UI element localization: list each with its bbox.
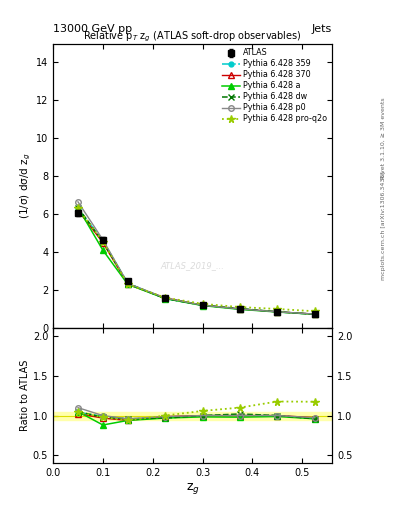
Pythia 6.428 a — [237, 306, 242, 312]
Pythia 6.428 dw — [312, 311, 317, 317]
Pythia 6.428 370 — [125, 281, 130, 287]
Pythia 6.428 p0 — [237, 306, 242, 312]
Pythia 6.428 359 — [275, 309, 280, 315]
Line: Pythia 6.428 359: Pythia 6.428 359 — [75, 206, 317, 317]
Text: Jets: Jets — [312, 24, 332, 34]
Pythia 6.428 pro-q2o — [163, 294, 167, 301]
Pythia 6.428 370 — [237, 306, 242, 312]
Pythia 6.428 370 — [200, 302, 205, 308]
Text: ATLAS_2019_...: ATLAS_2019_... — [161, 261, 224, 270]
Pythia 6.428 p0 — [125, 280, 130, 286]
Pythia 6.428 a — [163, 295, 167, 302]
Pythia 6.428 p0 — [275, 309, 280, 315]
Pythia 6.428 pro-q2o — [275, 306, 280, 312]
Line: Pythia 6.428 370: Pythia 6.428 370 — [75, 207, 318, 317]
Pythia 6.428 dw — [101, 239, 105, 245]
Pythia 6.428 370 — [75, 207, 80, 214]
Text: mcplots.cern.ch [arXiv:1306.3436]: mcplots.cern.ch [arXiv:1306.3436] — [381, 171, 386, 280]
Y-axis label: Ratio to ATLAS: Ratio to ATLAS — [20, 360, 30, 431]
Line: Pythia 6.428 dw: Pythia 6.428 dw — [75, 205, 318, 317]
Pythia 6.428 dw — [237, 306, 242, 312]
Pythia 6.428 359 — [125, 280, 130, 286]
Text: Rivet 3.1.10, ≥ 3M events: Rivet 3.1.10, ≥ 3M events — [381, 97, 386, 179]
Pythia 6.428 a — [101, 247, 105, 253]
Pythia 6.428 370 — [275, 309, 280, 315]
Pythia 6.428 p0 — [75, 199, 80, 205]
Pythia 6.428 p0 — [312, 311, 317, 317]
Pythia 6.428 a — [75, 204, 80, 210]
Line: Pythia 6.428 a: Pythia 6.428 a — [75, 205, 318, 317]
Pythia 6.428 pro-q2o — [200, 301, 205, 307]
Pythia 6.428 dw — [75, 204, 80, 210]
Pythia 6.428 a — [200, 303, 205, 309]
Pythia 6.428 dw — [200, 302, 205, 308]
Pythia 6.428 359 — [75, 205, 80, 211]
Line: Pythia 6.428 pro-q2o: Pythia 6.428 pro-q2o — [74, 205, 318, 315]
Y-axis label: (1/σ) dσ/d z$_g$: (1/σ) dσ/d z$_g$ — [18, 153, 33, 219]
Pythia 6.428 359 — [200, 302, 205, 308]
Pythia 6.428 370 — [101, 240, 105, 246]
Pythia 6.428 p0 — [101, 237, 105, 243]
X-axis label: z$_g$: z$_g$ — [185, 481, 200, 496]
Pythia 6.428 359 — [163, 295, 167, 302]
Pythia 6.428 p0 — [200, 302, 205, 308]
Pythia 6.428 dw — [163, 295, 167, 302]
Pythia 6.428 pro-q2o — [312, 308, 317, 314]
Pythia 6.428 dw — [125, 280, 130, 286]
Title: Relative p$_T$ z$_g$ (ATLAS soft-drop observables): Relative p$_T$ z$_g$ (ATLAS soft-drop ob… — [83, 29, 302, 44]
Pythia 6.428 a — [125, 281, 130, 287]
Pythia 6.428 359 — [101, 238, 105, 244]
Pythia 6.428 a — [312, 311, 317, 317]
Pythia 6.428 dw — [275, 309, 280, 315]
Pythia 6.428 pro-q2o — [125, 281, 130, 287]
Legend: ATLAS, Pythia 6.428 359, Pythia 6.428 370, Pythia 6.428 a, Pythia 6.428 dw, Pyth: ATLAS, Pythia 6.428 359, Pythia 6.428 37… — [220, 47, 329, 125]
Line: Pythia 6.428 p0: Pythia 6.428 p0 — [75, 199, 318, 317]
Pythia 6.428 370 — [163, 295, 167, 301]
Pythia 6.428 a — [275, 309, 280, 315]
Pythia 6.428 359 — [237, 306, 242, 312]
Pythia 6.428 pro-q2o — [237, 304, 242, 310]
Pythia 6.428 pro-q2o — [75, 205, 80, 211]
Pythia 6.428 pro-q2o — [101, 239, 105, 245]
Pythia 6.428 p0 — [163, 295, 167, 301]
Text: 13000 GeV pp: 13000 GeV pp — [53, 24, 132, 34]
Pythia 6.428 370 — [312, 311, 317, 317]
Pythia 6.428 359 — [312, 311, 317, 317]
